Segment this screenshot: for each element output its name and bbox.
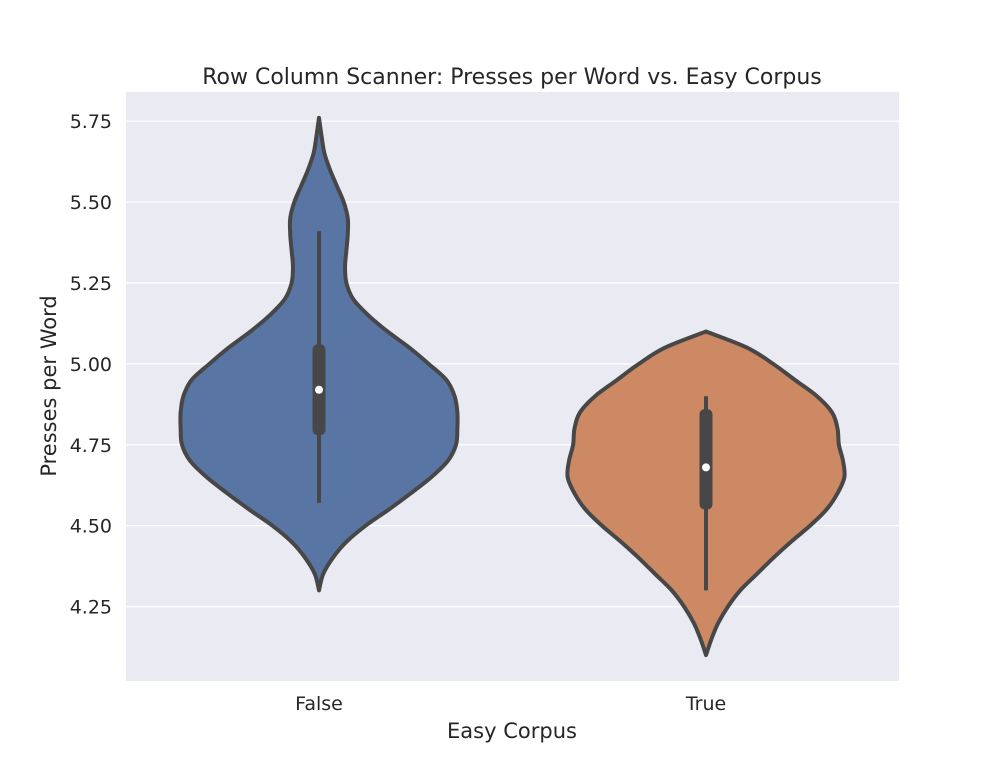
y-ticks: 4.25 4.50 4.75 5.00 5.25 5.50 5.75 (70, 111, 112, 618)
x-axis-label: Easy Corpus (447, 719, 577, 743)
x-tick-label: True (685, 693, 726, 715)
iqr-box (699, 409, 713, 510)
y-tick-label: 5.75 (70, 111, 112, 133)
violins (178, 115, 847, 658)
chart-title: Row Column Scanner: Presses per Word vs.… (202, 65, 822, 90)
y-tick-label: 4.25 (70, 597, 112, 619)
violin-false (178, 115, 460, 593)
y-tick-label: 5.00 (70, 354, 112, 376)
median-point (315, 385, 323, 394)
violin-true (565, 329, 847, 658)
x-ticks: False True (295, 693, 726, 715)
y-tick-label: 4.50 (70, 516, 112, 538)
y-axis-label: Presses per Word (37, 295, 61, 476)
y-tick-label: 5.50 (70, 192, 112, 214)
y-tick-label: 5.25 (70, 273, 112, 295)
y-tick-label: 4.75 (70, 435, 112, 457)
median-point (702, 463, 710, 472)
x-tick-label: False (295, 693, 343, 715)
